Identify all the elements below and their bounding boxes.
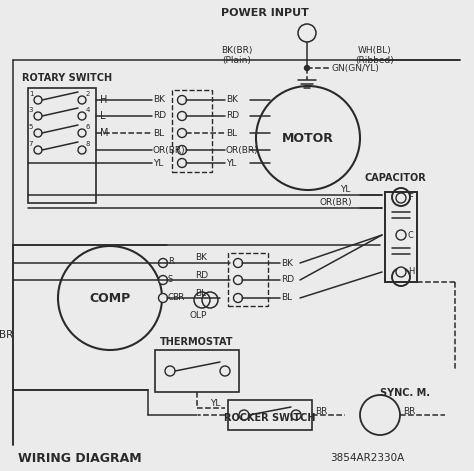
Text: (Ribbed): (Ribbed) — [356, 56, 394, 65]
Circle shape — [239, 410, 249, 420]
Circle shape — [158, 293, 167, 302]
Bar — [155, 350, 239, 392]
Text: BK: BK — [281, 259, 293, 268]
Bar — [172, 90, 212, 172]
Circle shape — [396, 193, 406, 203]
Circle shape — [165, 366, 175, 376]
Circle shape — [220, 366, 230, 376]
Circle shape — [177, 159, 186, 168]
Circle shape — [177, 112, 186, 121]
Text: SYNC. M.: SYNC. M. — [380, 388, 430, 398]
Text: THERMOSTAT: THERMOSTAT — [160, 337, 234, 347]
Text: YL: YL — [226, 159, 237, 168]
Text: (Plain): (Plain) — [223, 56, 251, 65]
Text: BK: BK — [153, 96, 165, 105]
Circle shape — [304, 65, 310, 71]
Circle shape — [158, 276, 167, 284]
Text: YL: YL — [210, 399, 220, 408]
Circle shape — [34, 96, 42, 104]
Circle shape — [158, 259, 167, 268]
Text: 2: 2 — [86, 91, 90, 97]
Circle shape — [177, 146, 186, 154]
Circle shape — [291, 410, 301, 420]
Text: 1: 1 — [29, 91, 33, 97]
Text: BK: BK — [226, 96, 238, 105]
Text: WH(BL): WH(BL) — [358, 46, 392, 55]
Circle shape — [234, 293, 243, 302]
Text: RD: RD — [153, 112, 166, 121]
Text: 8: 8 — [86, 141, 90, 147]
Text: BK: BK — [195, 253, 207, 262]
Circle shape — [234, 259, 243, 268]
Text: YL: YL — [153, 159, 164, 168]
Text: ROTARY SWITCH: ROTARY SWITCH — [22, 73, 112, 83]
Text: BR: BR — [0, 330, 13, 340]
Text: S: S — [168, 275, 173, 284]
Text: OR(BR): OR(BR) — [320, 198, 353, 208]
Text: MOTOR: MOTOR — [282, 131, 334, 145]
Text: BL: BL — [226, 129, 237, 138]
Text: BR: BR — [172, 293, 184, 302]
Text: R: R — [168, 258, 174, 267]
Text: BL: BL — [195, 289, 206, 298]
Text: RD: RD — [195, 270, 208, 279]
Text: POWER INPUT: POWER INPUT — [221, 8, 309, 18]
Text: C: C — [408, 230, 414, 239]
Text: H: H — [408, 268, 414, 276]
Bar — [228, 253, 268, 306]
Text: CAPACITOR: CAPACITOR — [364, 173, 426, 183]
Text: 5: 5 — [29, 124, 33, 130]
Text: 3854AR2330A: 3854AR2330A — [330, 453, 404, 463]
Text: L: L — [100, 111, 106, 121]
Text: F: F — [408, 194, 413, 203]
Bar — [385, 192, 417, 282]
Text: GN(GN/YL): GN(GN/YL) — [332, 64, 380, 73]
Text: BL: BL — [153, 129, 164, 138]
Text: 4: 4 — [86, 107, 90, 113]
Circle shape — [177, 129, 186, 138]
Circle shape — [396, 230, 406, 240]
Circle shape — [34, 129, 42, 137]
Circle shape — [78, 96, 86, 104]
Circle shape — [234, 276, 243, 284]
Text: 3: 3 — [29, 107, 33, 113]
Text: M: M — [100, 128, 109, 138]
Text: RD: RD — [281, 276, 294, 284]
Text: YL: YL — [340, 186, 350, 195]
Text: 6: 6 — [86, 124, 90, 130]
Circle shape — [396, 267, 406, 277]
Bar — [28, 88, 96, 203]
Text: OLP: OLP — [189, 310, 207, 319]
Text: RD: RD — [226, 112, 239, 121]
Circle shape — [78, 112, 86, 120]
Text: COMP: COMP — [90, 292, 131, 304]
Text: 7: 7 — [29, 141, 33, 147]
Text: OR(BR): OR(BR) — [153, 146, 186, 154]
Circle shape — [34, 146, 42, 154]
Text: WIRING DIAGRAM: WIRING DIAGRAM — [18, 452, 142, 464]
Text: BL: BL — [281, 293, 292, 302]
Text: OR(BR): OR(BR) — [226, 146, 259, 154]
Circle shape — [78, 146, 86, 154]
Circle shape — [177, 96, 186, 105]
Bar — [228, 400, 312, 430]
Circle shape — [78, 129, 86, 137]
Text: BR: BR — [315, 406, 328, 415]
Text: C: C — [168, 292, 174, 301]
Text: BR: BR — [403, 406, 415, 415]
Text: H: H — [100, 95, 108, 105]
Circle shape — [34, 112, 42, 120]
Text: BK(BR): BK(BR) — [221, 46, 253, 55]
Text: ROCKER SWITCH: ROCKER SWITCH — [224, 413, 316, 423]
